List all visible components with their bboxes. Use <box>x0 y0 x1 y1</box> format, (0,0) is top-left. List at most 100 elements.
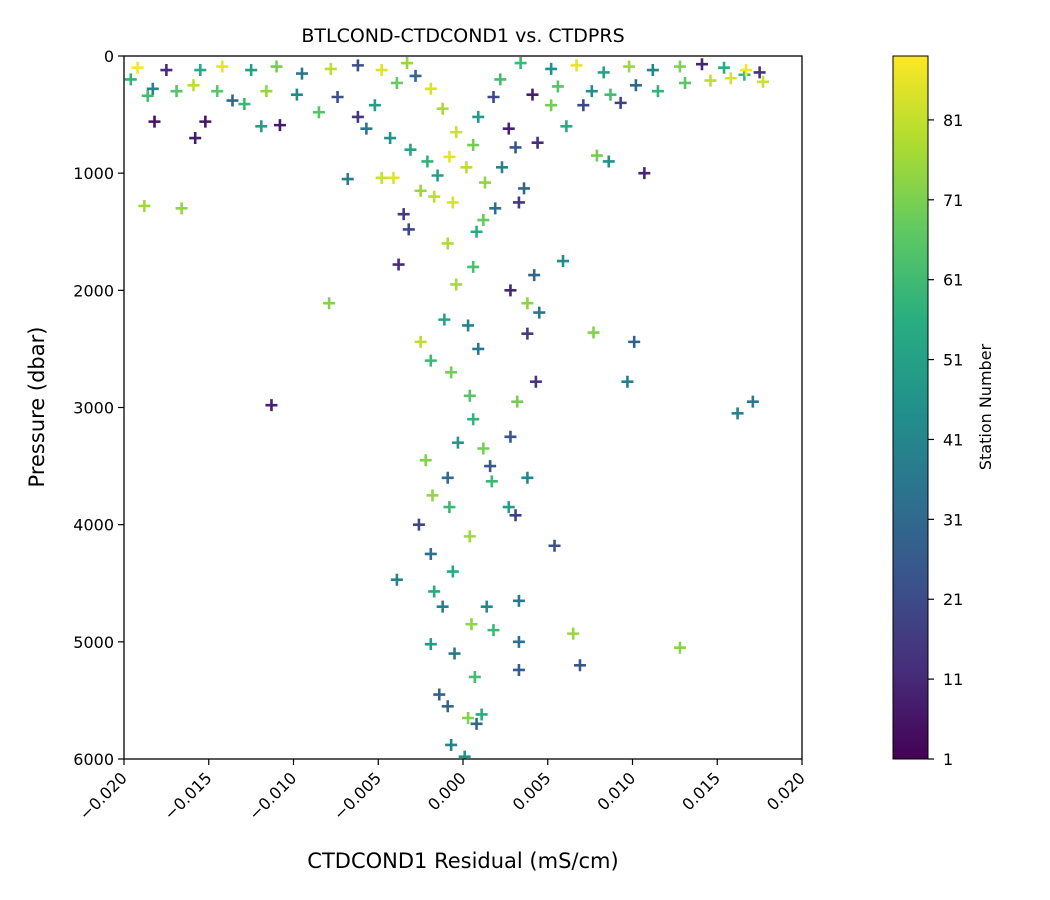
scatter-point <box>468 670 481 683</box>
scatter-point <box>753 66 766 79</box>
scatter-point <box>397 208 410 221</box>
x-tick-label: −0.010 <box>245 768 300 823</box>
scatter-point <box>489 202 502 215</box>
scatter-point <box>480 600 493 613</box>
scatter-point <box>521 297 534 310</box>
scatter-point <box>351 110 364 123</box>
scatter-point <box>629 79 642 92</box>
scatter-point <box>529 375 542 388</box>
scatter-point <box>414 184 427 197</box>
scatter-point <box>494 73 507 86</box>
colorbar-tick-label: 61 <box>943 271 963 290</box>
scatter-point <box>384 132 397 145</box>
scatter-point <box>290 88 303 101</box>
x-tick-label: −0.015 <box>160 768 215 823</box>
scatter-point <box>148 115 161 128</box>
scatter-point <box>433 688 446 701</box>
x-tick-label: −0.020 <box>76 768 131 823</box>
scatter-point <box>245 64 258 77</box>
scatter-point <box>470 717 483 730</box>
scatter-point <box>324 62 337 75</box>
scatter-point <box>679 76 692 89</box>
scatter-point <box>560 120 573 133</box>
scatter-point <box>512 635 525 648</box>
scatter-point <box>746 395 759 408</box>
x-tick-label: 0.010 <box>593 768 639 814</box>
scatter-point <box>521 327 534 340</box>
scatter-point <box>270 60 283 73</box>
scatter-point <box>573 659 586 672</box>
scatter-point <box>463 530 476 543</box>
scatter-point <box>445 738 458 751</box>
scatter-point <box>424 82 437 95</box>
scatter-point <box>390 573 403 586</box>
scatter-point <box>138 199 151 212</box>
scatter-point <box>518 182 531 195</box>
scatter-point <box>431 169 444 182</box>
scatter-point <box>526 88 539 101</box>
chart-title: BTLCOND-CTDCOND1 vs. CTDPRS <box>301 25 624 47</box>
scatter-point <box>189 132 202 145</box>
scatter-point <box>570 59 583 72</box>
scatter-point <box>160 64 173 77</box>
scatter-point <box>470 225 483 238</box>
scatter-point <box>131 61 144 74</box>
scatter-point <box>295 67 308 80</box>
scatter-point <box>446 565 459 578</box>
y-tick-label: 3000 <box>73 399 114 418</box>
scatter-point <box>428 585 441 598</box>
scatter-point <box>502 122 515 135</box>
scatter-point <box>740 64 753 77</box>
scatter-point <box>273 119 286 132</box>
scatter-point <box>602 155 615 168</box>
scatter-point <box>216 60 229 73</box>
scatter-point <box>548 539 561 552</box>
scatter-point <box>387 171 400 184</box>
scatter-point <box>531 136 544 149</box>
scatter-point <box>124 73 137 86</box>
colorbar-tick-label: 11 <box>943 670 963 689</box>
scatter-point <box>521 471 534 484</box>
scatter-point <box>465 618 478 631</box>
scatter-point <box>409 69 422 82</box>
scatter-point <box>450 126 463 139</box>
x-tick-label: 0.000 <box>424 768 470 814</box>
scatter-point <box>646 64 659 77</box>
scatter-point <box>757 75 770 88</box>
scatter-point <box>428 190 441 203</box>
scatter-point <box>375 171 388 184</box>
x-tick-label: −0.005 <box>330 768 385 823</box>
scatter-point <box>545 99 558 112</box>
scatter-point <box>226 94 239 107</box>
scatter-point <box>141 89 154 102</box>
scatter-point <box>424 354 437 367</box>
scatter-point <box>628 335 641 348</box>
scatter-point <box>441 237 454 250</box>
y-axis: 0 1000 2000 3000 4000 5000 6000 <box>73 47 124 769</box>
scatter-point <box>424 547 437 560</box>
scatter-point <box>438 313 451 326</box>
scatter-point <box>445 366 458 379</box>
scatter-point <box>463 389 476 402</box>
scatter-point <box>341 173 354 186</box>
scatter-point <box>512 663 525 676</box>
x-tick-label: 0.020 <box>763 768 809 814</box>
scatter-point <box>487 91 500 104</box>
scatter-point <box>467 139 480 152</box>
scatter-point <box>265 399 278 412</box>
scatter-point <box>199 115 212 128</box>
scatter-point <box>477 214 490 227</box>
scatter-point <box>187 79 200 92</box>
scatter-point <box>412 518 425 531</box>
scatter-point <box>421 155 434 168</box>
x-axis: −0.020 −0.015 −0.010 −0.005 0.000 0.005 0.010 0… <box>76 759 809 824</box>
scatter-point <box>477 442 490 455</box>
scatter-points <box>124 57 770 759</box>
scatter-point <box>170 85 183 98</box>
y-tick-label: 2000 <box>73 281 114 300</box>
colorbar-tick-label: 31 <box>943 510 963 529</box>
scatter-point <box>419 454 432 467</box>
scatter-point <box>441 700 454 713</box>
scatter-point <box>402 223 415 236</box>
